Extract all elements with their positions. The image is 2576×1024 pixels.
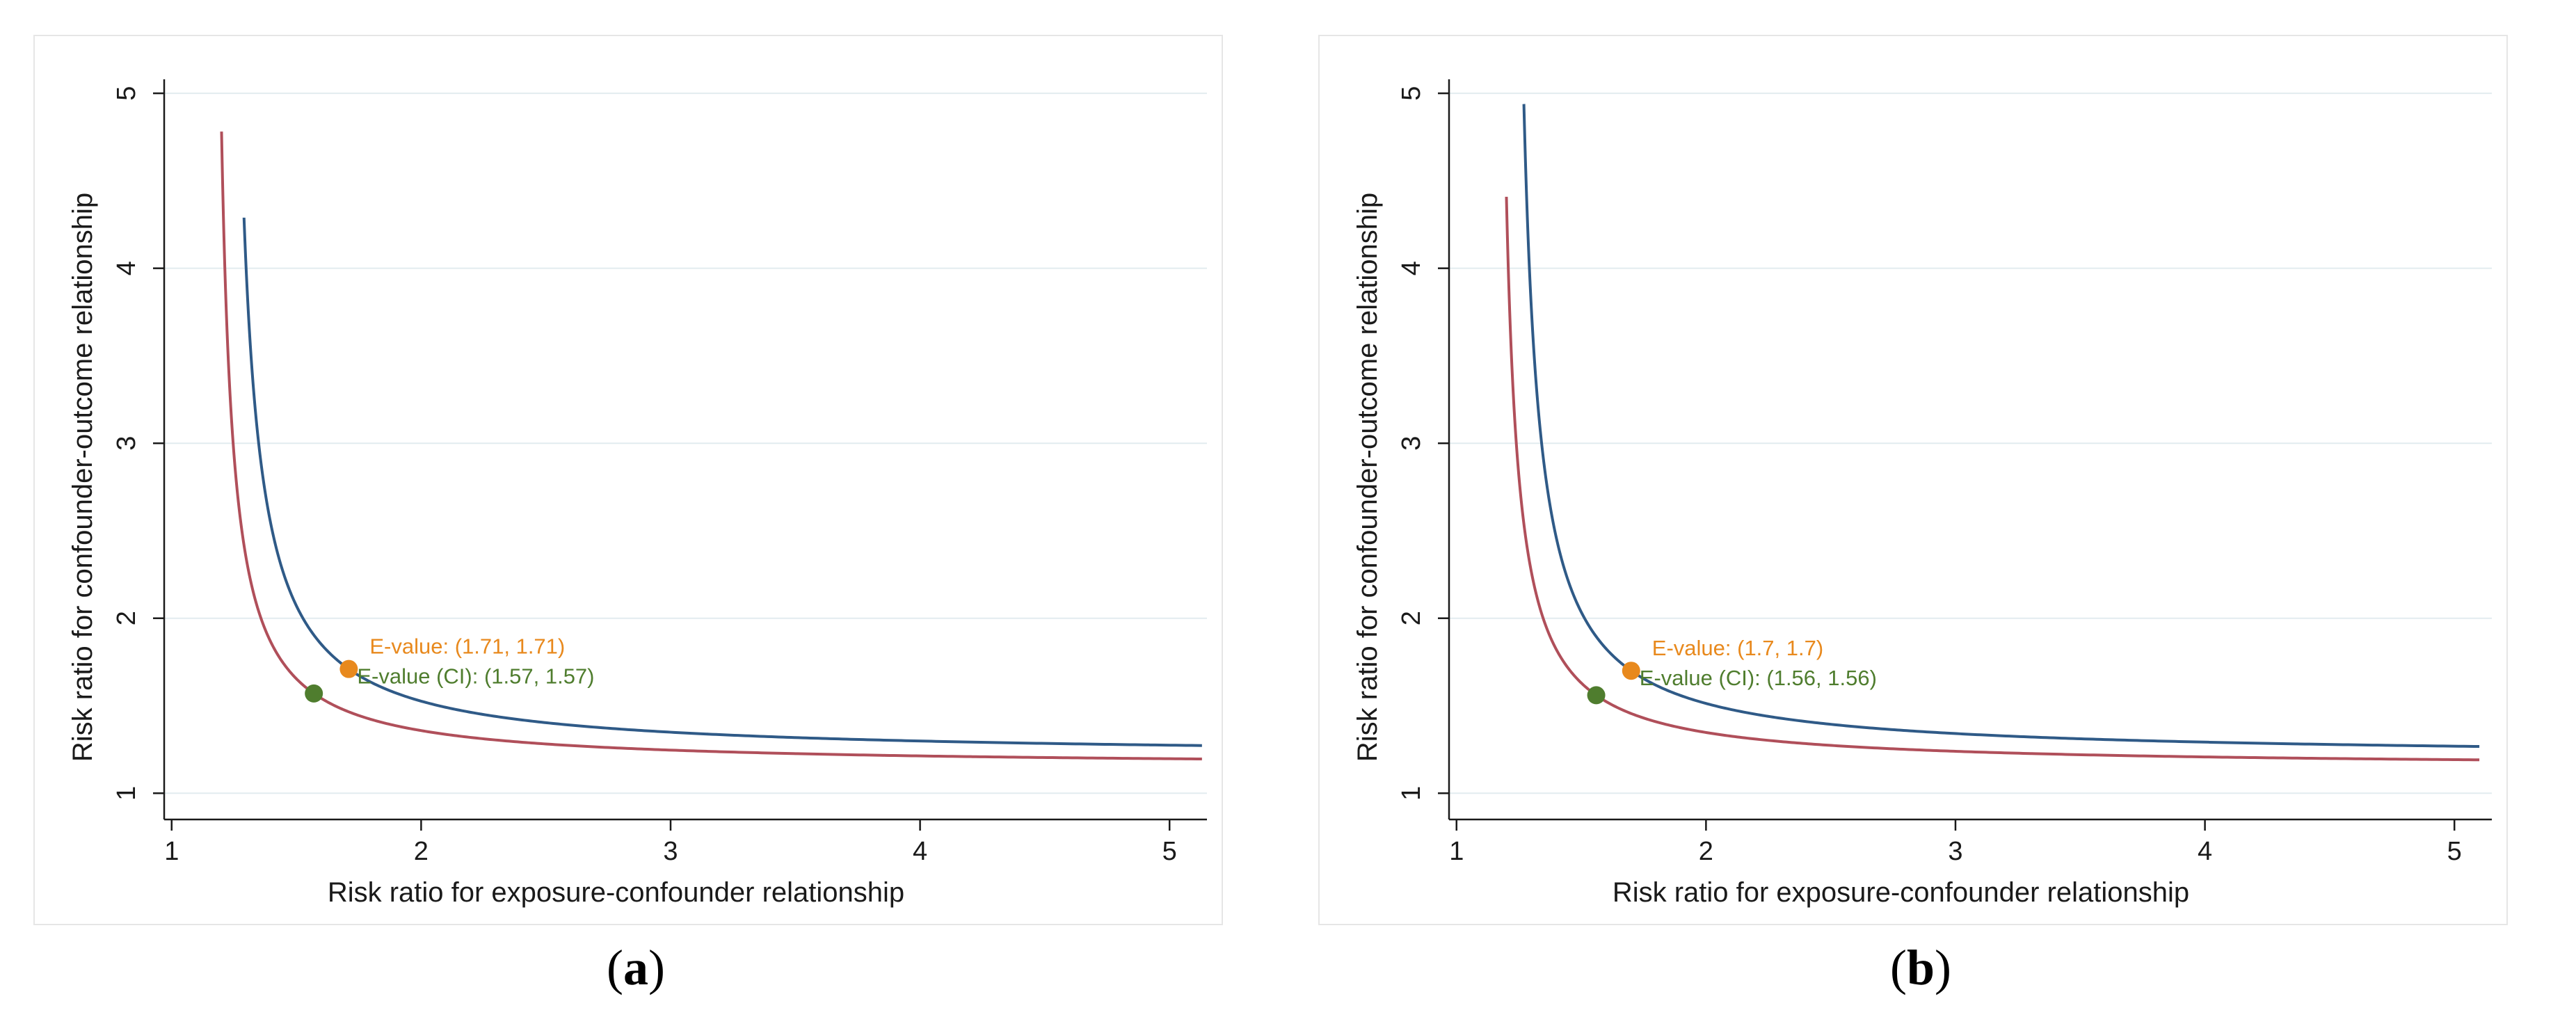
chart-a-series-0-line xyxy=(242,217,1202,747)
chart-a-annotation-label-0: E-value: (1.71, 1.71) xyxy=(369,634,565,659)
chart-a-y-tick-label-0: 1 xyxy=(112,786,141,801)
chart-a-series-1-line xyxy=(220,131,1202,761)
chart-b-x-tick-label-2: 3 xyxy=(1948,837,1962,866)
chart-b-x-tick-label-3: 4 xyxy=(2198,837,2212,866)
chart-b-x-axis-title: Risk ratio for exposure-confounder relat… xyxy=(1613,877,2189,908)
chart-a-annotation-label-1: E-value (CI): (1.57, 1.57) xyxy=(357,664,594,689)
caption-a: (a) xyxy=(607,940,665,995)
evalue-plot-b: 1 2 3 4 5 1 2 3 4 5 Risk ratio for exposure-confou… xyxy=(1352,79,2492,908)
chart-b-series-0-line xyxy=(1522,104,2480,749)
chart-a-y-axis-title: Risk ratio for confounder-outcome relati… xyxy=(67,193,98,762)
chart-a-y-tick-label-3: 4 xyxy=(112,261,141,275)
chart-b-y-axis-title: Risk ratio for confounder-outcome relati… xyxy=(1352,193,1383,762)
chart-b-y-tick-label-0: 1 xyxy=(1397,786,1426,801)
evalue-plot-a: 1 2 3 4 5 1 2 3 4 5 Risk ratio for exposure-confou… xyxy=(67,79,1207,908)
caption-b: (b) xyxy=(1890,940,1952,995)
chart-b-y-tick-label-1: 2 xyxy=(1397,611,1426,625)
chart-a-y-tick-label-1: 2 xyxy=(112,611,141,625)
chart-a-y-tick-label-4: 5 xyxy=(112,86,141,101)
chart-b-y-tick-label-2: 3 xyxy=(1397,436,1426,451)
chart-a-x-tick-label-2: 3 xyxy=(663,837,678,866)
chart-panel-b: 1 2 3 4 5 1 2 3 4 5 Risk ratio for exposure-confou… xyxy=(1318,35,2508,925)
chart-b-annotation-label-1: E-value (CI): (1.56, 1.56) xyxy=(1640,666,1877,690)
chart-a-annotation-point-1 xyxy=(305,684,323,703)
chart-b-y-tick-label-3: 4 xyxy=(1397,261,1426,275)
chart-b-annotation-point-0 xyxy=(1622,662,1640,680)
chart-a-x-axis-title: Risk ratio for exposure-confounder relat… xyxy=(328,877,904,908)
chart-b-x-tick-label-4: 5 xyxy=(2447,837,2462,866)
chart-b-series-1-line xyxy=(1505,196,2480,762)
chart-a-x-tick-label-0: 1 xyxy=(164,837,179,866)
chart-a-y-tick-label-2: 3 xyxy=(112,436,141,451)
chart-b-annotation-label-0: E-value: (1.7, 1.7) xyxy=(1652,636,1823,660)
caption-a-label: a xyxy=(623,940,648,995)
chart-b-y-tick-label-4: 5 xyxy=(1397,86,1426,101)
chart-a-x-tick-label-1: 2 xyxy=(414,837,429,866)
chart-a-annotation-point-0 xyxy=(339,659,358,678)
chart-b-x-tick-label-0: 1 xyxy=(1449,837,1464,866)
chart-b-annotation-point-1 xyxy=(1587,686,1606,705)
chart-a-x-tick-label-3: 4 xyxy=(913,837,927,866)
caption-b-label: b xyxy=(1906,940,1935,995)
chart-b-x-tick-label-1: 2 xyxy=(1699,837,1713,866)
chart-panel-a: 1 2 3 4 5 1 2 3 4 5 Risk ratio for exposure-confou… xyxy=(33,35,1223,925)
chart-a-x-tick-label-4: 5 xyxy=(1162,837,1177,866)
